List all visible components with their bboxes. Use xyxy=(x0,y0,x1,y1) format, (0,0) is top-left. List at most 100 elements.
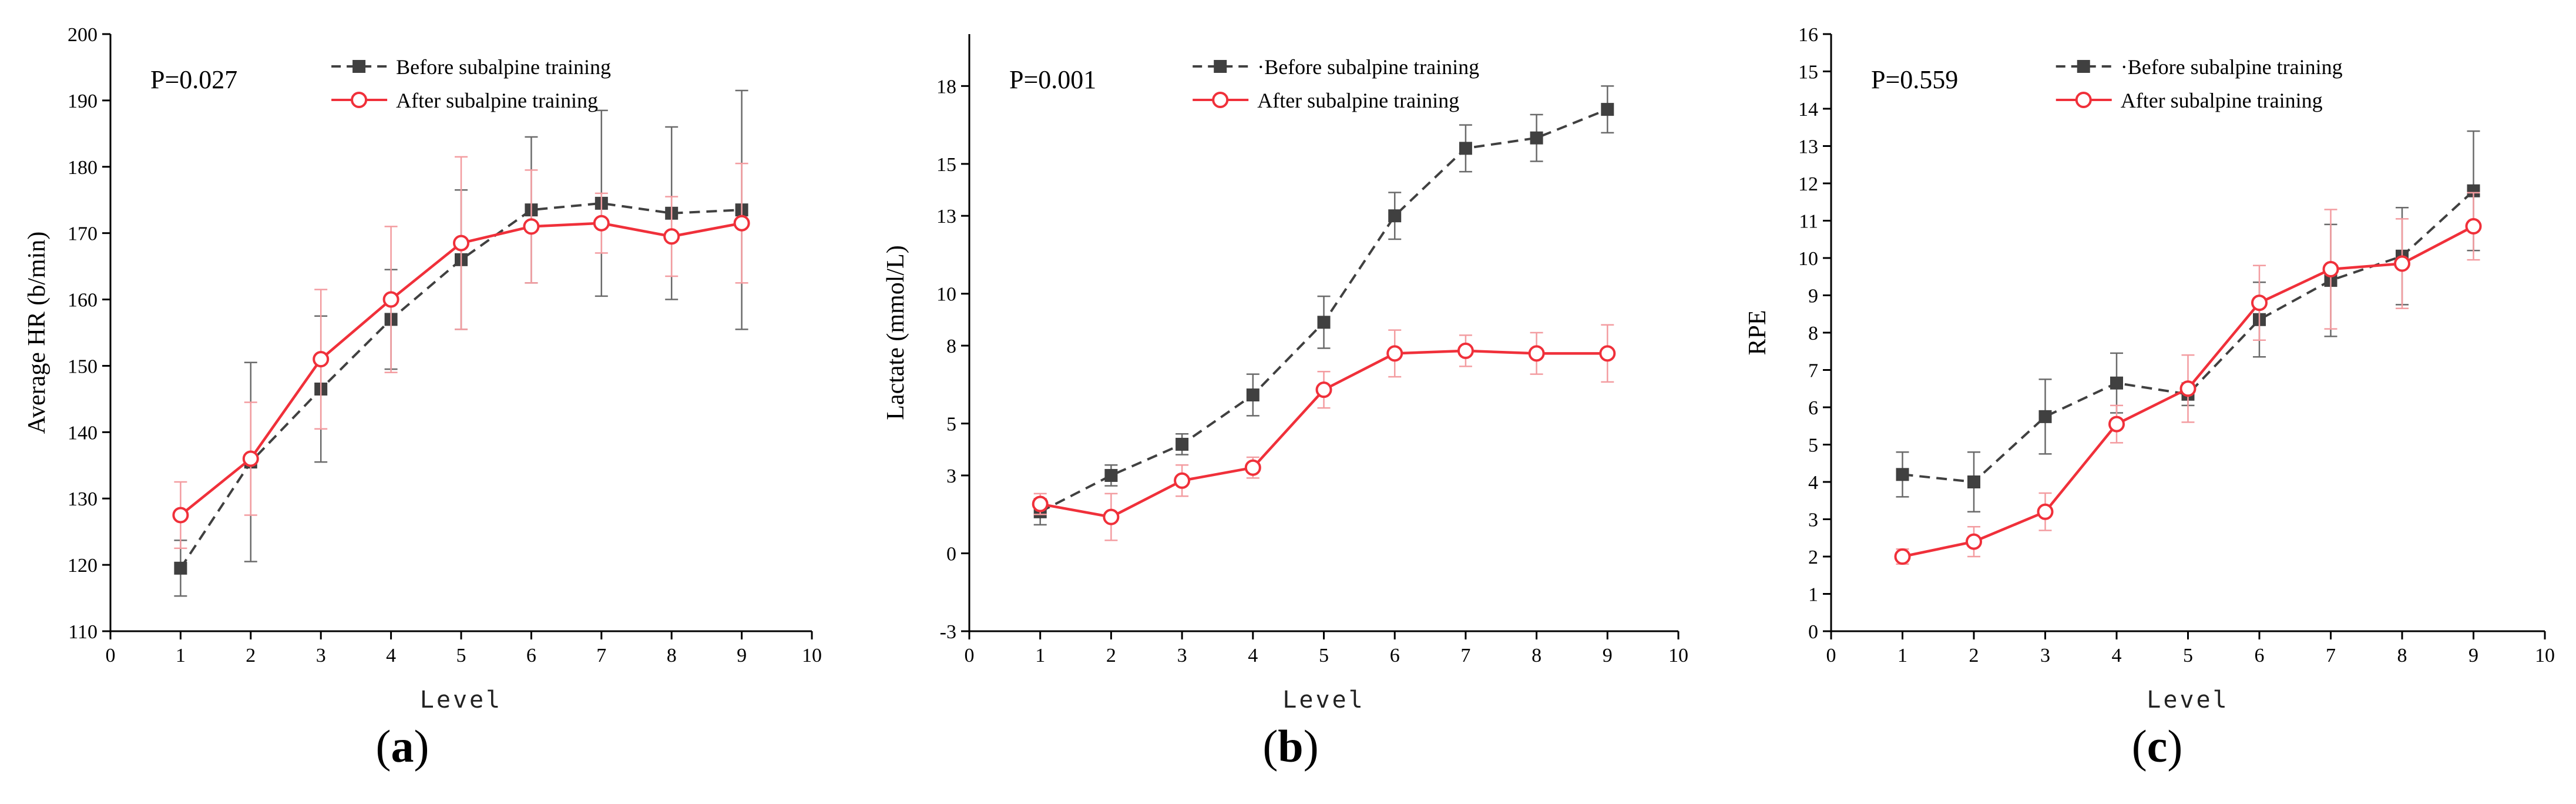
data-point-circle xyxy=(1315,381,1332,398)
data-point-square xyxy=(1246,388,1260,402)
y-tick-label: 12 xyxy=(1798,173,1818,195)
x-tick-label: 1 xyxy=(1035,645,1045,666)
x-tick-label: 10 xyxy=(802,645,822,666)
data-point-square xyxy=(1601,103,1614,116)
series-after xyxy=(172,156,750,550)
data-point-circle xyxy=(2465,218,2482,235)
y-tick-label: 9 xyxy=(1808,286,1818,307)
x-tick-label: 10 xyxy=(1668,645,1688,666)
data-point-square xyxy=(1388,209,1402,223)
x-tick-label: 4 xyxy=(2112,645,2122,666)
y-tick-label: 15 xyxy=(1798,62,1818,83)
x-tick-label: 3 xyxy=(1177,645,1187,666)
legend-item-before: Before subalpine training xyxy=(331,55,611,79)
legend-item-after: After subalpine training xyxy=(331,89,598,112)
y-tick-label: 130 xyxy=(68,488,98,510)
x-tick-label: 9 xyxy=(737,645,747,666)
data-point-circle xyxy=(733,215,750,232)
p-value-label: P=0.027 xyxy=(150,65,237,94)
legend-marker-circle xyxy=(351,92,368,108)
x-tick-label: 3 xyxy=(316,645,326,666)
x-tick-label: 10 xyxy=(2535,645,2555,666)
x-tick-label: 5 xyxy=(1319,645,1329,666)
x-tick-label: 1 xyxy=(176,645,186,666)
x-tick-label: 9 xyxy=(2468,645,2478,666)
data-point-circle xyxy=(2108,416,2125,433)
y-tick-label: 15 xyxy=(936,154,956,176)
legend-item-after: After subalpine training xyxy=(2056,89,2323,112)
data-point-square xyxy=(1459,142,1472,155)
data-point-square xyxy=(2038,410,2052,423)
chart-panel-b: 0 1 2 3 4 5 6 7 8 9 10 -3 0 3 5 8 10 13 15 18 Level Lactate (… xyxy=(882,34,1688,713)
data-point-circle xyxy=(1457,342,1474,359)
data-point-circle xyxy=(1032,495,1049,512)
p-value-label: P=0.559 xyxy=(1871,65,1958,94)
data-point-circle xyxy=(1599,345,1616,362)
legend-marker-circle xyxy=(1212,92,1229,108)
y-tick-label: 160 xyxy=(68,290,98,311)
x-tick-label: 8 xyxy=(667,645,677,666)
y-tick-label: 0 xyxy=(1808,621,1818,643)
series-after xyxy=(1894,192,2482,565)
x-tick-label: 6 xyxy=(2255,645,2265,666)
y-tick-label: 8 xyxy=(946,336,956,357)
data-point-circle xyxy=(1244,459,1261,476)
data-point-square xyxy=(174,561,187,575)
y-tick-label: 13 xyxy=(936,206,956,227)
x-tick-label: 3 xyxy=(2040,645,2050,666)
legend-marker-square xyxy=(1214,60,1227,73)
data-point-circle xyxy=(242,450,259,467)
data-point-square xyxy=(1967,475,1980,488)
y-tick-label: 13 xyxy=(1798,136,1818,158)
x-tick-label: 0 xyxy=(106,645,116,666)
x-tick-label: 5 xyxy=(456,645,466,666)
x-tick-label: 4 xyxy=(386,645,396,666)
data-point-circle xyxy=(1386,345,1403,362)
y-tick-label: 3 xyxy=(1808,510,1818,531)
data-point-circle xyxy=(2037,503,2054,520)
y-axis-title: Average HR (b/min) xyxy=(23,232,51,434)
y-axis-title: RPE xyxy=(1744,310,1771,355)
y-tick-label: 120 xyxy=(68,555,98,577)
y-tick-label: 5 xyxy=(1808,435,1818,457)
y-tick-label: -3 xyxy=(940,621,956,643)
panel-label-b: (b) xyxy=(1262,721,1319,772)
x-tick-label: 0 xyxy=(1826,645,1836,666)
y-tick-label: 190 xyxy=(68,91,98,112)
y-axis-title: Lactate (mmol/L) xyxy=(882,245,909,420)
y-tick-label: 10 xyxy=(936,284,956,306)
data-point-circle xyxy=(1894,548,1911,565)
data-point-circle xyxy=(593,215,610,232)
x-tick-label: 8 xyxy=(2397,645,2407,666)
legend-marker-square xyxy=(2077,60,2090,73)
data-point-circle xyxy=(1103,508,1120,525)
series-before xyxy=(1896,130,2480,513)
y-tick-label: 14 xyxy=(1798,99,1818,120)
legend-item-before: ·Before subalpine training xyxy=(2056,55,2343,79)
y-tick-label: 0 xyxy=(946,543,956,565)
series-line xyxy=(1902,190,2474,484)
series-after xyxy=(1032,324,1616,541)
data-point-square xyxy=(1176,437,1189,451)
data-point-circle xyxy=(2394,255,2410,272)
legend-label: ·Before subalpine training xyxy=(2121,55,2343,79)
y-tick-label: 200 xyxy=(68,24,98,46)
legend-label: After subalpine training xyxy=(396,89,598,112)
y-tick-label: 6 xyxy=(1808,397,1818,419)
data-point-circle xyxy=(2322,261,2339,278)
x-tick-label: 8 xyxy=(1532,645,1541,666)
x-tick-label: 4 xyxy=(1248,645,1258,666)
chart-panel-c: 0 1 2 3 4 5 6 7 8 9 10012345678910111213141516Leve… xyxy=(1744,24,2555,713)
x-axis-title: Level xyxy=(420,686,502,713)
panel-label-a: (a) xyxy=(375,721,429,772)
x-tick-label: 9 xyxy=(1603,645,1613,666)
y-tick-label: 10 xyxy=(1798,248,1818,270)
legend-marker-square xyxy=(352,60,366,73)
x-tick-label: 6 xyxy=(1390,645,1400,666)
chart-panel-a: 0 1 2 3 4 5 6 7 8 9 10 110 120 130 140 150 160 170 180 190 2… xyxy=(23,24,822,713)
x-tick-label: 0 xyxy=(965,645,975,666)
y-tick-label: 2 xyxy=(1808,547,1818,568)
x-tick-label: 2 xyxy=(246,645,256,666)
data-point-circle xyxy=(172,507,189,524)
